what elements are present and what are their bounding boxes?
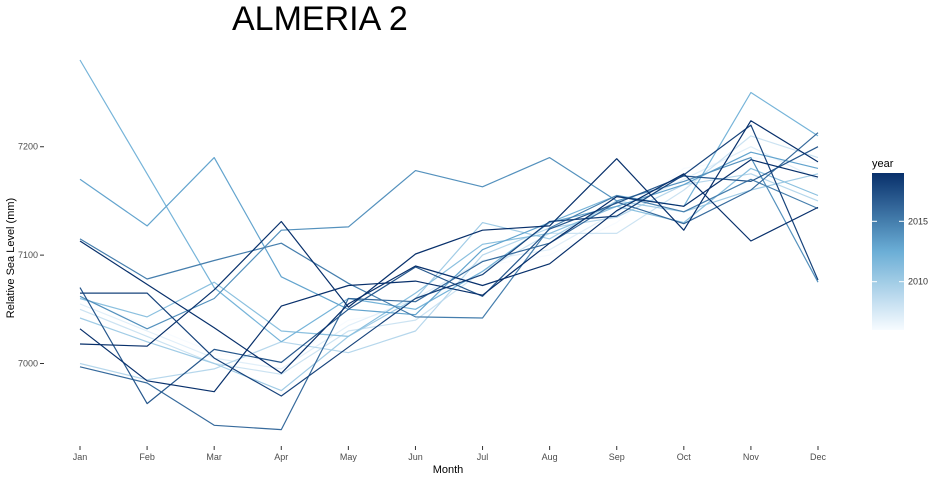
series-line-2008 xyxy=(79,135,819,375)
y-axis: 7000 7100 7200 xyxy=(18,142,44,369)
series-line-2020 xyxy=(79,120,819,347)
x-axis: Jan Feb Mar Apr May Jun Jul Aug Sep Oct Nov Dec xyxy=(73,446,827,462)
legend-colorbar xyxy=(872,173,904,330)
x-tick-label: Sep xyxy=(609,452,625,462)
series-line-2012 xyxy=(79,59,819,343)
series-line-2009 xyxy=(79,173,819,381)
series-line-2018 xyxy=(80,124,819,397)
x-tick-label: Feb xyxy=(139,452,155,462)
x-tick-label: Nov xyxy=(743,452,760,462)
series-line-2014 xyxy=(79,157,819,330)
series-lines xyxy=(79,59,819,431)
legend-ticks: 2010 2015 xyxy=(872,216,928,287)
legend-tick-label: 2015 xyxy=(908,216,928,226)
year-legend: year 2010 2015 xyxy=(872,158,928,330)
y-tick-label: 7000 xyxy=(18,359,38,369)
series-line-2021 xyxy=(79,173,819,374)
x-axis-title: Month xyxy=(433,464,464,476)
x-tick-label: Mar xyxy=(206,452,222,462)
y-axis-title: Relative Sea Level (mm) xyxy=(5,198,17,318)
series-line-2011 xyxy=(79,167,819,337)
x-tick-label: May xyxy=(340,452,358,462)
legend-tick-label: 2010 xyxy=(908,277,928,287)
x-tick-label: Jun xyxy=(408,452,423,462)
series-line-2010 xyxy=(79,173,819,392)
series-line-2017 xyxy=(79,146,819,405)
x-tick-label: Oct xyxy=(677,452,692,462)
y-tick-label: 7100 xyxy=(18,250,38,260)
x-tick-label: Aug xyxy=(542,452,558,462)
chart-title: ALMERIA 2 xyxy=(232,0,408,38)
legend-title: year xyxy=(872,158,894,170)
y-tick-label: 7200 xyxy=(18,142,38,152)
series-line-2007 xyxy=(79,146,819,370)
x-tick-label: Dec xyxy=(810,452,827,462)
x-tick-label: Apr xyxy=(274,452,288,462)
x-tick-label: Jan xyxy=(73,452,88,462)
series-line-2019 xyxy=(79,159,819,393)
series-line-2015 xyxy=(79,178,819,319)
x-tick-label: Jul xyxy=(477,452,489,462)
